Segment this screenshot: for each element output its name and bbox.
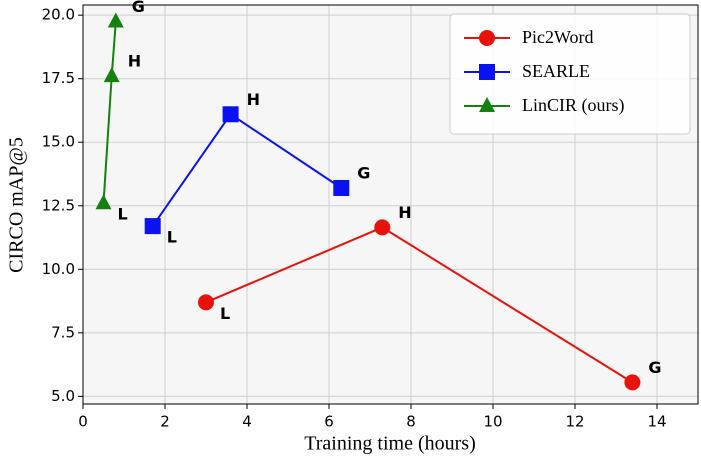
x-axis-label: Training time (hours) bbox=[304, 433, 475, 455]
point-label: L bbox=[220, 304, 230, 323]
data-point bbox=[103, 67, 120, 83]
x-tick-label: 6 bbox=[324, 413, 334, 431]
data-point bbox=[624, 374, 641, 391]
legend-marker bbox=[479, 64, 495, 80]
plot-frame bbox=[82, 4, 699, 405]
x-tick-label: 12 bbox=[565, 413, 584, 431]
y-tick-label: 17.5 bbox=[42, 69, 75, 87]
x-tick-label: 14 bbox=[647, 413, 666, 431]
point-label: L bbox=[167, 228, 177, 247]
legend-label: Pic2Word bbox=[522, 27, 594, 47]
x-tick-label: 8 bbox=[406, 413, 416, 431]
x-tick-label: 2 bbox=[160, 413, 170, 431]
y-tick-label: 5.0 bbox=[51, 387, 75, 405]
data-point bbox=[333, 179, 350, 196]
data-point bbox=[107, 12, 124, 28]
legend-label: LinCIR (ours) bbox=[522, 95, 625, 116]
legend-marker bbox=[479, 30, 495, 46]
data-point bbox=[222, 106, 239, 123]
y-axis-label: CIRCO mAP@5 bbox=[6, 137, 28, 273]
legend-label: SEARLE bbox=[522, 61, 590, 81]
y-tick-label: 12.5 bbox=[42, 196, 75, 214]
data-point bbox=[95, 194, 112, 210]
data-point bbox=[144, 218, 161, 235]
y-tick-label: 15.0 bbox=[42, 133, 75, 151]
y-tick-label: 7.5 bbox=[51, 323, 75, 341]
point-label: G bbox=[132, 0, 145, 16]
legend: Pic2Word SEARLE LinCIR (ours) bbox=[449, 13, 691, 135]
point-label: H bbox=[398, 203, 411, 222]
legend-marker bbox=[479, 97, 495, 112]
data-point bbox=[374, 219, 391, 236]
y-tick-label: 20.0 bbox=[42, 6, 75, 24]
point-label: G bbox=[357, 163, 370, 182]
y-tick-label: 10.0 bbox=[42, 260, 75, 278]
point-label: L bbox=[118, 205, 128, 224]
point-label: H bbox=[128, 52, 141, 71]
x-tick-label: 10 bbox=[483, 413, 502, 431]
legend-box bbox=[449, 13, 691, 135]
data-point bbox=[198, 294, 214, 311]
point-label: H bbox=[247, 90, 260, 109]
x-tick-label: 4 bbox=[242, 413, 252, 431]
x-tick-label: 0 bbox=[78, 413, 88, 431]
point-label: G bbox=[648, 358, 661, 377]
